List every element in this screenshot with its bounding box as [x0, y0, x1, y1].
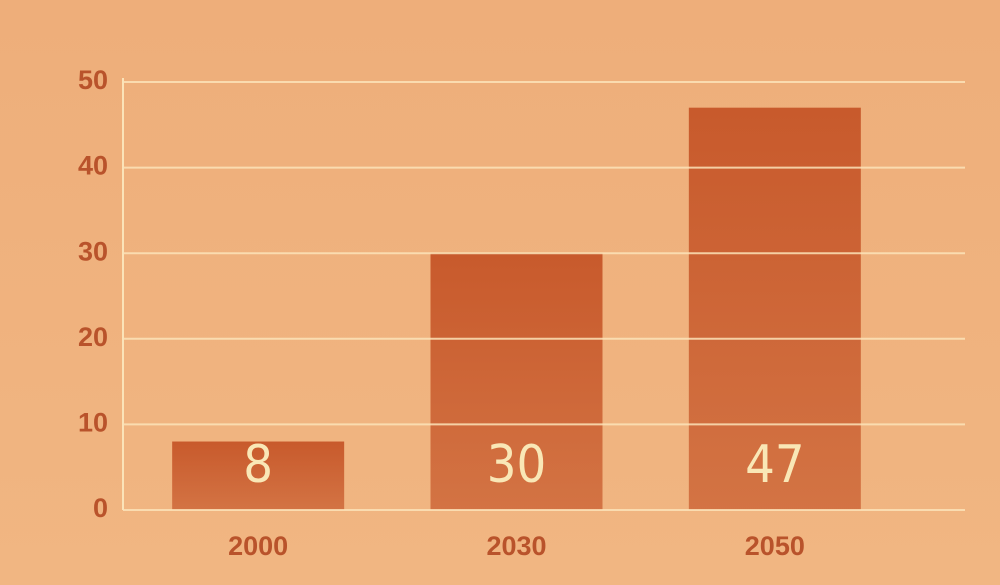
y-tick-label: 30	[78, 236, 108, 266]
bar	[688, 107, 861, 511]
bar	[172, 441, 345, 510]
value-label: 8	[243, 435, 273, 495]
y-tick-label: 0	[93, 493, 108, 523]
x-tick-label: 2000	[228, 531, 288, 561]
y-tick-label: 10	[78, 408, 108, 438]
y-tick-label: 20	[78, 322, 108, 352]
y-tick-label: 40	[78, 151, 108, 181]
x-tick-label: 2050	[745, 531, 805, 561]
bar	[430, 253, 603, 510]
value-label: 30	[487, 435, 547, 495]
y-tick-label: 50	[78, 65, 108, 95]
value-label: 47	[745, 435, 805, 495]
x-tick-label: 2030	[486, 531, 546, 561]
